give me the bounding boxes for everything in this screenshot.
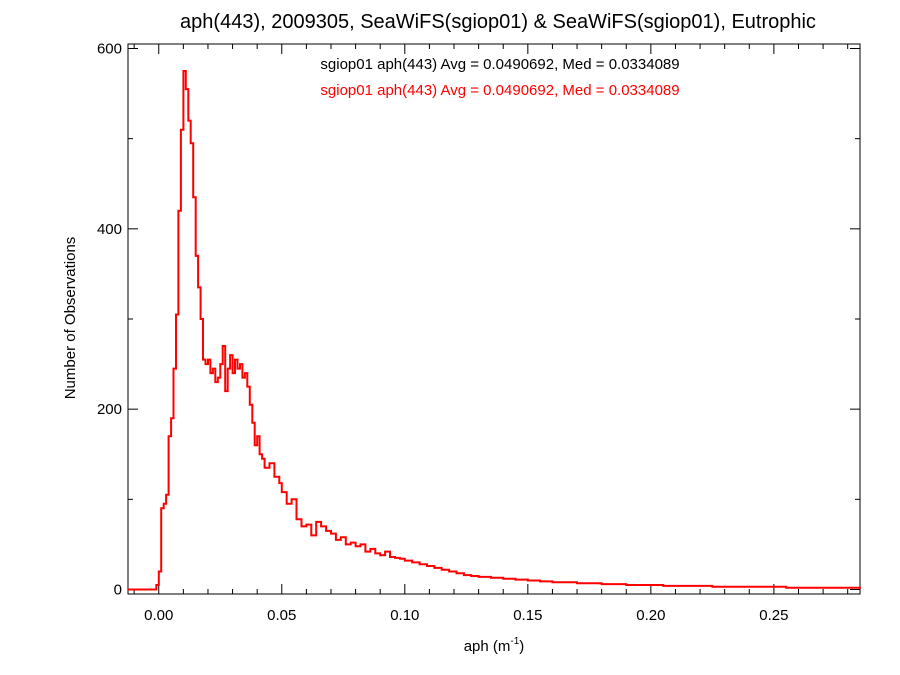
x-tick-label: 0.10 xyxy=(390,607,419,624)
x-tick-label: 0.00 xyxy=(144,607,173,624)
x-axis-label-main: aph (m xyxy=(464,638,511,655)
y-tick-label: 0 xyxy=(114,581,122,598)
x-tick-label: 0.25 xyxy=(759,607,788,624)
y-tick-label: 200 xyxy=(97,401,122,418)
x-tick-label: 0.05 xyxy=(267,607,296,624)
axis-ticks xyxy=(128,44,860,594)
plot-area xyxy=(127,43,861,595)
y-tick-labels: 0 200 400 600 xyxy=(97,41,122,599)
x-axis-label: aph (m-1) xyxy=(464,636,525,655)
annotation-red: sgiop01 aph(443) Avg = 0.0490692, Med = … xyxy=(320,82,679,99)
series-line xyxy=(128,70,861,591)
x-tick-label: 0.15 xyxy=(513,607,542,624)
annotation-black: sgiop01 aph(443) Avg = 0.0490692, Med = … xyxy=(320,56,679,73)
y-axis-label: Number of Observations xyxy=(62,237,79,400)
y-tick-label: 600 xyxy=(97,41,122,58)
x-axis-label-sup: -1 xyxy=(510,636,519,647)
y-tick-label: 400 xyxy=(97,221,122,238)
chart-title: aph(443), 2009305, SeaWiFS(sgiop01) & Se… xyxy=(180,11,816,33)
x-tick-labels: 0.00 0.05 0.10 0.15 0.20 0.25 xyxy=(144,607,788,624)
x-tick-label: 0.20 xyxy=(636,607,665,624)
plot-frame xyxy=(127,43,861,595)
x-axis-label-end: ) xyxy=(519,638,524,655)
